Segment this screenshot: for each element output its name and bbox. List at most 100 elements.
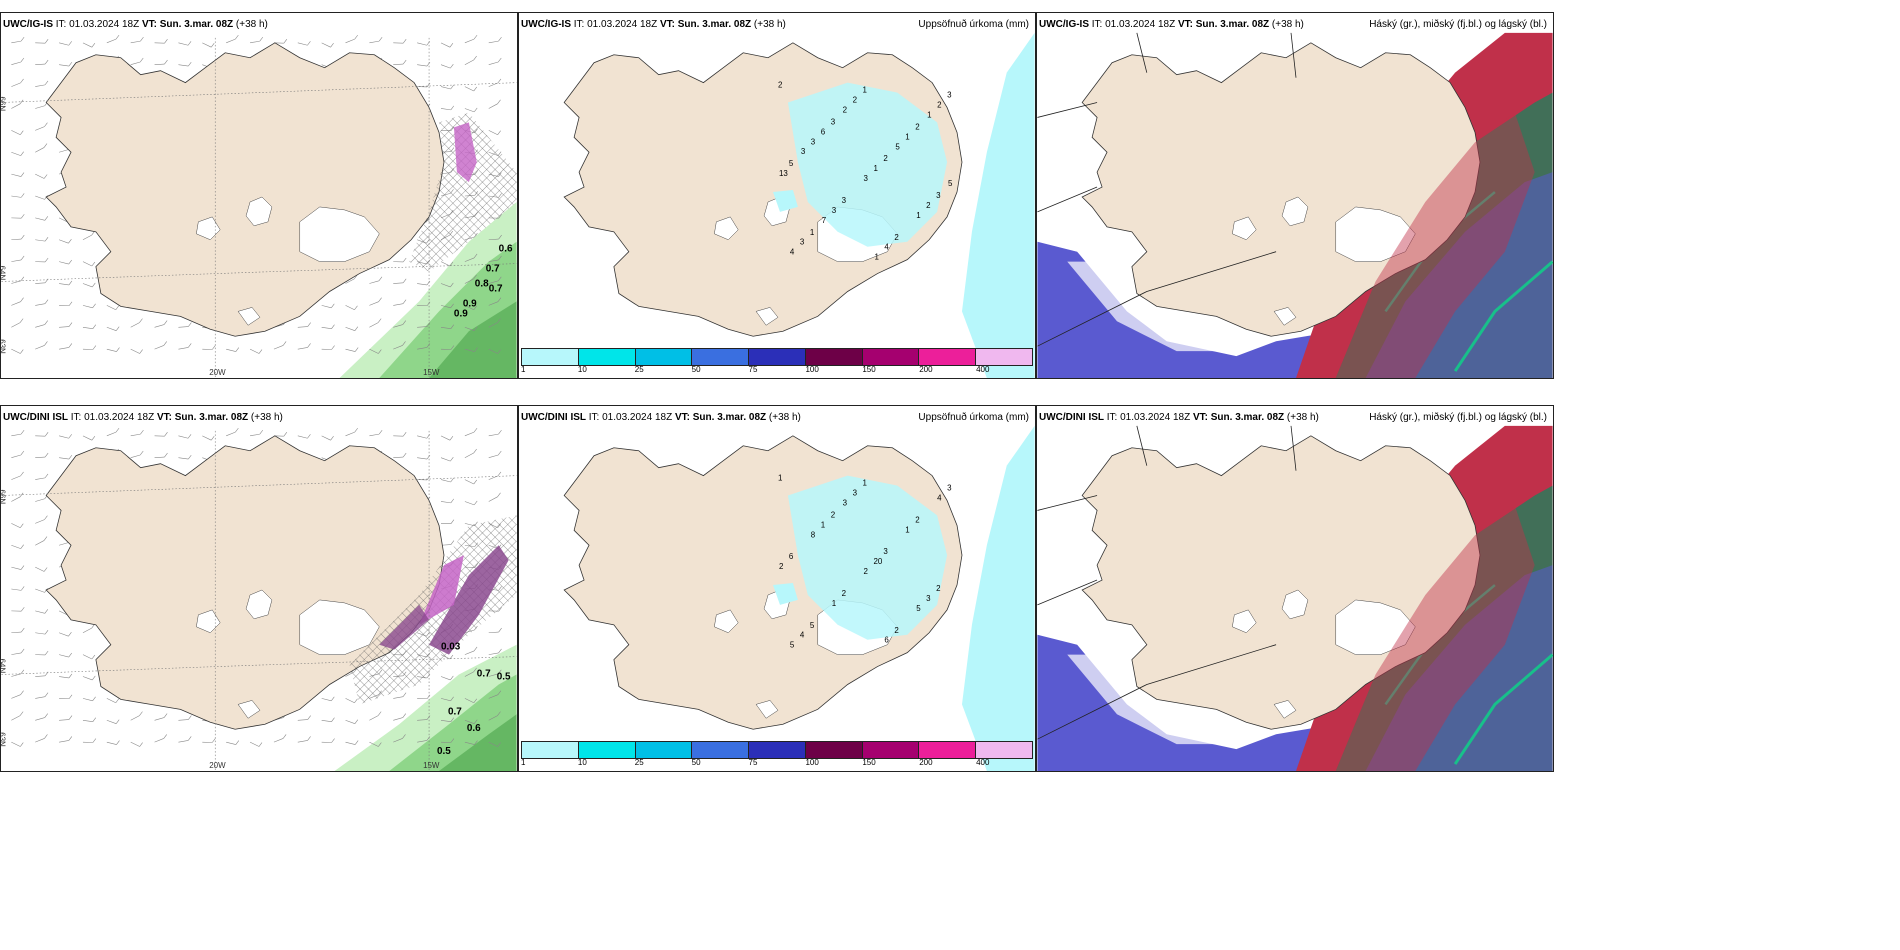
- wind-barb: [11, 433, 22, 437]
- wind-barb: [369, 40, 380, 44]
- wind-barb-flag: [44, 320, 49, 325]
- wind-barb-flag: [473, 107, 478, 113]
- glacier: [1281, 196, 1309, 227]
- wind-barb: [106, 698, 116, 704]
- wind-barb-flag: [282, 341, 287, 346]
- wind-barb-flag: [402, 734, 406, 739]
- wind-barb: [154, 456, 165, 459]
- panel-wind-dini: UWC/DINI ISL IT: 01.03.2024 18Z VT: Sun.…: [0, 405, 518, 772]
- wind-barb-flag: [91, 654, 96, 660]
- wind-barb: [178, 42, 189, 46]
- precip-value: 1: [905, 132, 910, 141]
- wind-barb-flag: [473, 253, 478, 259]
- wind-barb-flag: [402, 452, 407, 458]
- wind-barb: [464, 719, 475, 724]
- legend-swatch: [749, 349, 806, 365]
- wind-barb-flag: [163, 734, 168, 739]
- wind-barb-flag: [378, 36, 383, 42]
- wind-barb: [226, 431, 236, 437]
- precip-value: 5: [790, 641, 795, 650]
- precip-areas: [773, 475, 948, 640]
- precip-value: 3: [936, 191, 941, 200]
- wind-barb-flag: [44, 713, 49, 718]
- legend-tick-label: 25: [634, 365, 644, 374]
- legend-tick-label: 25: [634, 758, 644, 767]
- precip-blob: [453, 122, 477, 183]
- wind-barb-flag: [140, 36, 144, 42]
- wind-barb: [11, 130, 21, 135]
- wind-barb: [297, 435, 308, 439]
- contour-label: 0.5: [437, 746, 451, 757]
- cloud-overlay: [1335, 112, 1535, 378]
- wind-barb-flag: [19, 492, 24, 497]
- wind-barb: [297, 740, 308, 743]
- wind-barb: [11, 715, 21, 721]
- wind-barb-flag: [187, 736, 192, 741]
- wind-barb-flag: [259, 36, 264, 42]
- wind-barb: [440, 435, 451, 441]
- wind-barb: [488, 130, 498, 135]
- wind-barb: [417, 435, 427, 439]
- wind-barb-flag: [140, 429, 144, 435]
- wind-barb-flag: [497, 99, 501, 104]
- wind-barb: [11, 301, 21, 306]
- wind-barb-flag: [115, 34, 120, 40]
- wind-barb: [464, 108, 475, 113]
- wind-barb-flag: [212, 738, 216, 743]
- precip-value: 2: [831, 510, 836, 519]
- wind-barb-flag: [497, 318, 501, 323]
- wind-barb: [82, 654, 93, 660]
- wind-barb-flag: [164, 432, 168, 437]
- wind-barb-flag: [19, 318, 24, 323]
- contour-label: 0.9: [454, 308, 468, 319]
- wind-barb: [297, 42, 308, 46]
- hatched-area: [409, 112, 517, 272]
- precip-value: 6: [789, 552, 794, 561]
- precip-areas: [773, 82, 948, 247]
- wind-barb: [369, 322, 379, 328]
- wind-barb-flag: [498, 429, 502, 435]
- wind-barb-flag: [402, 713, 407, 718]
- legend-tick-label: 200: [919, 758, 933, 767]
- glacier: [1232, 609, 1257, 634]
- wind-barb-flag: [498, 669, 502, 674]
- precip-value: 1: [874, 253, 879, 262]
- wind-barb-flag: [163, 713, 168, 718]
- wind-barb: [35, 717, 45, 721]
- wind-barb: [202, 42, 212, 48]
- sea-precip: [961, 425, 1035, 771]
- wind-barb: [464, 59, 474, 65]
- boundary-lines: [1037, 425, 1297, 740]
- wind-barb-flag: [115, 427, 120, 433]
- wind-barb: [440, 64, 451, 69]
- wind-barb-flag: [235, 427, 239, 433]
- wind-barb: [178, 347, 189, 350]
- wind-barb-flag: [20, 255, 25, 261]
- wind-barb: [35, 696, 46, 699]
- wind-barb-flag: [20, 669, 25, 674]
- wind-barb: [130, 454, 141, 459]
- wind-barb: [11, 544, 21, 549]
- precip-value: 2: [842, 589, 847, 598]
- gridlines: [1, 430, 517, 771]
- wind-barb-flag: [139, 742, 143, 747]
- wind-barb-flag: [449, 43, 454, 48]
- wind-barb-flag: [473, 698, 478, 703]
- precip-value: 2: [843, 105, 848, 114]
- wind-barb-flag: [450, 63, 454, 69]
- wind-barb-flag: [402, 320, 407, 325]
- wind-barb: [345, 698, 355, 704]
- wind-barb: [178, 64, 189, 67]
- precip-value: 1: [916, 211, 921, 220]
- wind-barb: [154, 345, 164, 350]
- wind-barb-flag: [20, 349, 24, 354]
- wind-barb: [393, 282, 404, 284]
- wind-barb: [178, 457, 189, 460]
- wind-barb-flag: [92, 345, 97, 350]
- wind-barb: [35, 303, 46, 306]
- wind-barb-flag: [497, 492, 501, 497]
- legend-tick-label: 10: [577, 758, 587, 767]
- wind-barb-flag: [378, 742, 382, 747]
- wind-barb-flag: [235, 34, 239, 40]
- wind-barb: [82, 627, 92, 634]
